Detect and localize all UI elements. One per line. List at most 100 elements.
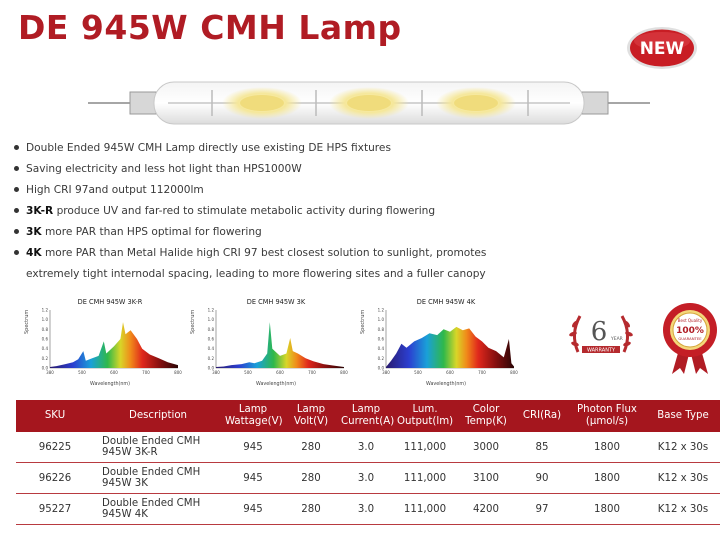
- feature-item: Double Ended 945W CMH Lamp directly use …: [12, 138, 712, 159]
- feature-list: Double Ended 945W CMH Lamp directly use …: [12, 138, 712, 285]
- spectrum-xlabel: Wavelength(nm): [426, 382, 466, 387]
- table-cell: 3.0: [338, 493, 394, 525]
- table-cell: 97: [516, 493, 568, 525]
- col-header: Photon Flux (μmol/s): [568, 400, 646, 432]
- table-cell: 96225: [16, 432, 94, 463]
- col-header: Lamp Current(A): [338, 400, 394, 432]
- y-tick-label: 0.4: [208, 346, 215, 351]
- spectrum-title: DE CMH 945W 4K: [416, 298, 476, 306]
- spectrum-area: [216, 322, 344, 368]
- table-cell: Double Ended CMH 945W 4K: [94, 493, 222, 525]
- col-header: CRI(Ra): [516, 400, 568, 432]
- table-cell: 280: [284, 432, 338, 463]
- y-tick-label: 1.2: [42, 308, 49, 313]
- x-tick-label: 600: [276, 370, 284, 375]
- table-row: 95227 Double Ended CMH 945W 4K 945 280 3…: [16, 493, 720, 525]
- new-badge-text: NEW: [640, 39, 685, 59]
- col-header: Lamp Wattage(V): [222, 400, 284, 432]
- table-cell: 90: [516, 462, 568, 494]
- table-cell: 945: [222, 432, 284, 463]
- guarantee-big: 100%: [676, 326, 704, 336]
- x-tick-label: 380: [382, 370, 390, 375]
- col-header: Lamp Volt(V): [284, 400, 338, 432]
- y-tick-label: 0.4: [378, 346, 385, 351]
- feature-item: High CRI 97and output 112000lm: [12, 180, 712, 201]
- y-tick-label: 0.2: [42, 356, 49, 361]
- spectrum-chart-4k: DE CMH 945W 4K Spectrum 1.2 1.0 0.8 0.6 0.4 0…: [360, 298, 526, 390]
- table-row: 96225 Double Ended CMH 945W 3K-R 945 280…: [16, 432, 720, 463]
- y-tick-label: 0.4: [42, 346, 49, 351]
- y-tick-label: 0.6: [42, 337, 49, 342]
- guarantee-top: Best Quality: [678, 318, 703, 323]
- warranty-unit: YEAR: [610, 336, 623, 342]
- x-tick-label: 800: [174, 370, 182, 375]
- y-tick-label: 0.2: [378, 356, 385, 361]
- table-cell: 1800: [568, 493, 646, 525]
- y-tick-label: 0.0: [42, 366, 49, 371]
- x-tick-label: 500: [78, 370, 86, 375]
- y-tick-label: 1.2: [208, 308, 215, 313]
- spectrum-xlabel: Wavelength(nm): [256, 382, 296, 387]
- x-tick-label: 700: [142, 370, 150, 375]
- warranty-label: WARRANTY: [587, 348, 616, 354]
- table-header-row: SKU Description Lamp Wattage(V) Lamp Vol…: [16, 400, 720, 432]
- table-cell: 3000: [456, 432, 516, 463]
- y-tick-label: 0.0: [208, 366, 215, 371]
- x-tick-label: 500: [244, 370, 252, 375]
- col-header: Base Type: [646, 400, 720, 432]
- x-tick-label: 600: [446, 370, 454, 375]
- table-cell: 945: [222, 493, 284, 525]
- y-tick-label: 0.8: [208, 327, 215, 332]
- bullet-icon: [14, 187, 19, 192]
- col-header: Color Temp(K): [456, 400, 516, 432]
- bullet-icon: [14, 208, 19, 213]
- table-cell: K12 x 30s: [646, 462, 720, 494]
- table-cell: 4200: [456, 493, 516, 525]
- y-tick-label: 0.6: [378, 337, 385, 342]
- table-cell: Double Ended CMH 945W 3K-R: [94, 432, 222, 463]
- y-tick-label: 0.6: [208, 337, 215, 342]
- table-cell: 1800: [568, 462, 646, 494]
- guarantee-bottom: GUARANTEE: [678, 336, 702, 341]
- col-header: Lum. Output(lm): [394, 400, 456, 432]
- x-tick-label: 380: [46, 370, 54, 375]
- feature-item-continuation: extremely tight internodal spacing, lead…: [26, 268, 486, 280]
- y-tick-label: 1.0: [42, 317, 49, 322]
- spectrum-title: DE CMH 945W 3K: [246, 298, 306, 306]
- col-header: Description: [94, 400, 222, 432]
- table-cell: K12 x 30s: [646, 493, 720, 525]
- table-cell: 1800: [568, 432, 646, 463]
- spectrum-chart-3k-r: DE CMH 945W 3K-R Spectrum 1.2 1.0 0.8 0.6 0.…: [24, 298, 190, 390]
- table-cell: 945: [222, 462, 284, 494]
- feature-item: 3K-R produce UV and far-red to stimulate…: [12, 201, 712, 222]
- spectrum-area: [50, 322, 178, 368]
- spectrum-area: [386, 326, 514, 368]
- table-cell: 280: [284, 493, 338, 525]
- spectrum-xlabel: Wavelength(nm): [90, 382, 130, 387]
- table-cell: 280: [284, 462, 338, 494]
- page-title: DE 945W CMH Lamp: [18, 8, 402, 47]
- y-tick-label: 0.0: [378, 366, 385, 371]
- spectrum-title: DE CMH 945W 3K-R: [77, 298, 143, 306]
- table-cell: 111,000: [394, 462, 456, 494]
- table-cell: 95227: [16, 493, 94, 525]
- y-tick-label: 1.0: [208, 317, 215, 322]
- table-cell: 96226: [16, 462, 94, 494]
- table-cell: 3.0: [338, 432, 394, 463]
- spec-table: SKU Description Lamp Wattage(V) Lamp Vol…: [16, 400, 720, 525]
- y-tick-label: 0.2: [208, 356, 215, 361]
- table-cell: 85: [516, 432, 568, 463]
- y-tick-label: 1.2: [378, 308, 385, 313]
- y-tick-label: 0.8: [378, 327, 385, 332]
- lamp-image: [88, 81, 650, 125]
- table-cell: 3100: [456, 462, 516, 494]
- bullet-icon: [14, 166, 19, 171]
- bullet-icon: [14, 250, 19, 255]
- x-tick-label: 800: [510, 370, 518, 375]
- x-tick-label: 380: [212, 370, 220, 375]
- bullet-icon: [14, 229, 19, 234]
- table-cell: 3.0: [338, 462, 394, 494]
